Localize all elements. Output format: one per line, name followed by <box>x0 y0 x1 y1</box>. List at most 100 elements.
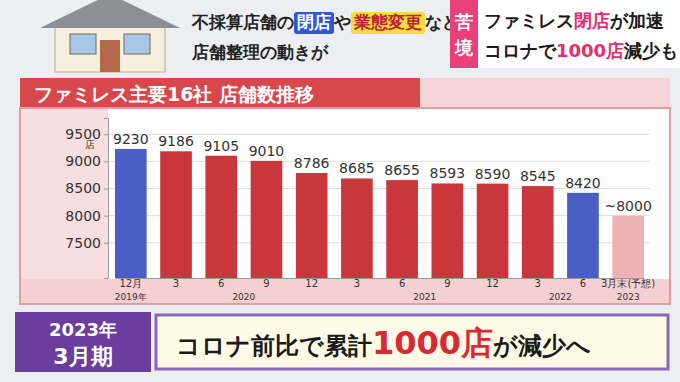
x-tick-label: 3 <box>535 278 541 289</box>
data-label: 8593 <box>430 165 466 181</box>
x-tick-label: 9 <box>444 278 450 289</box>
x-tick-label: 9 <box>263 278 269 289</box>
banner: 苦境ファミレス閉店が加速コロナで1000店減少も <box>450 0 680 68</box>
bar <box>477 184 509 278</box>
house-icon <box>40 0 180 72</box>
group-label: 2019年 <box>115 292 147 302</box>
house-window <box>70 34 96 54</box>
text-segment: コロナで <box>484 40 557 61</box>
banner-box <box>478 0 680 68</box>
bar <box>296 173 328 278</box>
text-highlight <box>294 12 334 34</box>
group-label: 2022 <box>549 292 572 302</box>
house-door <box>100 40 120 72</box>
text-segment: 1000店 <box>372 324 493 362</box>
y-tick-mark <box>104 243 108 244</box>
bar <box>386 180 418 278</box>
x-tick-label: 6 <box>580 278 586 289</box>
text-segment: 業態変更 <box>353 12 422 32</box>
data-label: 8545 <box>520 168 556 184</box>
bar <box>341 178 373 278</box>
x-tick: 12 <box>486 278 499 289</box>
y-tick: 8000 <box>65 208 108 224</box>
message-box <box>156 315 668 369</box>
y-tick: 7500 <box>65 235 108 251</box>
x-tick-label: 3 <box>173 278 179 289</box>
data-label: 9230 <box>113 131 149 147</box>
group-label: 2023 <box>617 292 640 302</box>
x-tick: 3月末(予想) <box>601 278 655 289</box>
data-labels: 9230918691059010878686858655859385908545… <box>113 131 652 214</box>
chart-panel <box>20 108 670 304</box>
data-label: 9105 <box>203 138 239 154</box>
footer: 2023年3月期コロナ前比で累計1000店が減少へ <box>15 312 668 372</box>
house-window <box>124 34 150 54</box>
x-tick-label: 3 <box>354 278 360 289</box>
text-segment: コロナ前比で累計 <box>176 332 372 360</box>
x-tick-label: 12 <box>305 278 318 289</box>
house-wall <box>55 22 165 72</box>
x-tick: 3 <box>354 278 360 289</box>
group-label: 2020 <box>232 292 255 302</box>
x-tick: 6 <box>580 278 586 289</box>
data-label: 8685 <box>339 160 375 176</box>
y-tick-mark <box>104 134 108 135</box>
text-segment: 閉店 <box>574 10 610 31</box>
text-segment: 店舗整理の動きが <box>191 42 329 62</box>
banner-tag: 境 <box>454 37 473 58</box>
text-segment: が減少へ <box>493 332 591 360</box>
x-axis-line <box>116 278 645 279</box>
bar <box>567 193 599 278</box>
text-segment: ファミレス <box>484 10 574 31</box>
x-axis-strip <box>21 279 669 303</box>
data-label: 8590 <box>475 166 511 182</box>
text-segment: 閉店 <box>297 12 331 32</box>
bar <box>612 216 644 278</box>
bars <box>115 149 644 278</box>
data-label: ~8000 <box>604 198 651 214</box>
y-axis-strip <box>21 109 108 303</box>
chart-svg: 不採算店舗の閉店や業態変更など店舗整理の動きが苦境ファミレス閉店が加速コロナで1… <box>0 0 680 382</box>
x-tick-label: 6 <box>218 278 224 289</box>
title-band <box>20 78 420 108</box>
x-tick: 3 <box>173 278 179 289</box>
y-tick-label: 9500 <box>65 126 101 142</box>
y-tick: 9000 <box>65 153 108 169</box>
chart-root: 不採算店舗の閉店や業態変更など店舗整理の動きが苦境ファミレス閉店が加速コロナで1… <box>0 0 680 382</box>
x-tick-label: 6 <box>399 278 405 289</box>
text-segment: 減少も <box>623 40 678 61</box>
y-unit: 店 <box>85 139 95 150</box>
y-tick-label: 9000 <box>65 153 101 169</box>
y-tick-mark <box>104 189 108 190</box>
bar <box>115 149 147 278</box>
x-tick-label: 12 <box>486 278 499 289</box>
period-label: 2023年 <box>49 319 117 340</box>
x-tick: 12 <box>305 278 318 289</box>
chart-title: ファミレス主要16社 店舗数推移 <box>34 83 314 105</box>
y-axis: 7500 8000 8500 9000 9500 <box>65 119 108 279</box>
period-box <box>15 312 151 372</box>
data-label: 9010 <box>249 143 285 159</box>
text-segment: 不採算店舗の <box>191 12 294 32</box>
x-tick-label: 3月末(予想) <box>601 278 655 289</box>
y-axis-line <box>104 119 109 279</box>
y-tick-label: 7500 <box>65 235 101 251</box>
x-tick: 12月 <box>119 278 142 289</box>
text-segment: 1000店 <box>556 40 624 61</box>
house-roof <box>40 0 180 28</box>
title-band-bg <box>20 78 670 108</box>
x-tick: 6 <box>218 278 224 289</box>
bar <box>431 183 463 278</box>
data-label: 9186 <box>158 133 194 149</box>
category-groups: 2019年2020202120222023 <box>115 292 640 302</box>
y-tick-label: 8000 <box>65 208 101 224</box>
text-highlight <box>351 12 425 34</box>
banner-tag: 苦 <box>454 11 473 32</box>
data-label: 8786 <box>294 155 330 171</box>
y-tick: 8500 <box>65 180 108 196</box>
text-segment: や <box>333 12 351 32</box>
headline: 不採算店舗の閉店や業態変更など店舗整理の動きが <box>191 12 460 62</box>
x-tick-label: 12月 <box>119 278 142 289</box>
x-tick: 9 <box>263 278 269 289</box>
bar <box>251 161 283 278</box>
